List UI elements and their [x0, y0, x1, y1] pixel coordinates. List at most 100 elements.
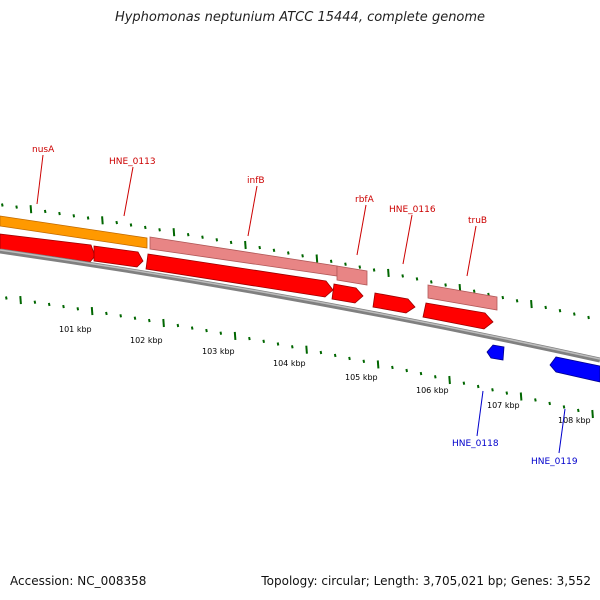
minor-tick: [291, 345, 294, 349]
inner-tick-row: [5, 296, 594, 419]
scale-label: 105 kbp: [345, 373, 378, 382]
minor-tick: [176, 323, 180, 328]
minor-tick: [144, 225, 147, 230]
minor-tick: [491, 388, 494, 392]
minor-tick: [329, 259, 333, 263]
minor-tick: [319, 350, 323, 355]
feature-blue-HNE_0118: [486, 344, 505, 361]
scale-labels: 101 kbp 102 kbp 103 kbp 104 kbp 105 kbp …: [59, 325, 591, 425]
minor-tick: [148, 318, 151, 323]
major-tick: [101, 216, 104, 225]
minor-tick: [358, 265, 362, 269]
minor-tick: [515, 299, 519, 303]
minor-tick: [472, 289, 476, 293]
scale-label: 103 kbp: [202, 347, 235, 356]
feature-red-arrow-6: [422, 302, 494, 330]
map-title: Hyphomonas neptunium ATCC 15444, complet…: [114, 10, 486, 25]
scale-label: 101 kbp: [59, 325, 92, 334]
minor-tick: [344, 262, 347, 266]
major-tick: [244, 240, 247, 250]
minor-tick: [548, 401, 551, 406]
scale-label: 106 kbp: [416, 386, 449, 395]
feature-red-arrow-2: [93, 245, 144, 268]
major-tick: [519, 392, 523, 401]
gene-label-truB: truB: [468, 216, 487, 226]
minor-tick: [544, 305, 547, 310]
minor-tick: [430, 280, 433, 284]
minor-tick: [587, 315, 590, 320]
minor-tick: [229, 240, 233, 245]
minor-tick: [215, 238, 219, 242]
major-tick: [376, 360, 380, 369]
scale-label: 102 kbp: [130, 336, 163, 345]
outer-tick-row: [1, 203, 590, 320]
minor-tick: [272, 248, 276, 252]
major-tick: [530, 300, 533, 309]
minor-tick: [476, 384, 480, 389]
minor-tick: [248, 336, 251, 341]
leader-line-HNE_0119: [558, 408, 566, 454]
minor-tick: [262, 339, 265, 343]
feature-pink-truB: [427, 284, 498, 311]
minor-tick: [5, 296, 8, 300]
minor-tick: [119, 314, 122, 318]
minor-tick: [348, 356, 351, 361]
minor-tick: [47, 302, 51, 307]
leader-line-rbfA: [356, 204, 367, 256]
major-tick: [591, 409, 594, 419]
gene-label-nusA: nusA: [32, 145, 55, 155]
minor-tick: [62, 304, 65, 309]
minor-tick: [434, 375, 437, 379]
gene-labels: nusA HNE_0113 infB rbfA HNE_0116 truB HN…: [32, 145, 578, 467]
topology-summary-text: Topology: circular; Length: 3,705,021 bp…: [261, 574, 591, 588]
minor-tick: [505, 391, 509, 395]
accession-text: Accession: NC_008358: [10, 574, 147, 588]
gene-label-HNE_0119: HNE_0119: [531, 457, 578, 467]
major-tick: [448, 375, 451, 385]
leader-line-HNE_0113: [123, 166, 134, 217]
feature-red-arrow-4: [331, 283, 364, 304]
minor-tick: [205, 328, 208, 333]
minor-tick: [72, 214, 76, 218]
minor-tick: [201, 235, 204, 239]
feature-blue-HNE_0119: [549, 356, 600, 383]
minor-tick: [129, 223, 133, 227]
minor-tick: [43, 209, 47, 214]
gene-label-rbfA: rbfA: [355, 195, 375, 205]
minor-tick: [105, 311, 108, 316]
minor-tick: [158, 228, 161, 232]
minor-tick: [419, 371, 423, 376]
major-tick: [315, 254, 319, 263]
minor-tick: [86, 216, 90, 220]
feature-red-arrow-3: [145, 253, 334, 298]
minor-tick: [15, 205, 18, 209]
major-tick: [172, 228, 176, 237]
minor-tick: [577, 408, 580, 413]
minor-tick: [462, 381, 466, 385]
major-tick: [90, 307, 94, 316]
feature-orange-nusA: [0, 215, 148, 249]
gene-label-HNE_0113: HNE_0113: [109, 157, 156, 167]
scale-label: 107 kbp: [487, 401, 520, 410]
gene-label-HNE_0118: HNE_0118: [452, 439, 499, 449]
minor-tick: [391, 365, 394, 370]
minor-tick: [76, 307, 80, 311]
leader-line-truB: [466, 225, 477, 277]
leader-line-infB: [247, 185, 258, 237]
minor-tick: [415, 277, 419, 281]
genome-backbone: [0, 248, 600, 363]
minor-tick: [372, 268, 376, 272]
minor-tick: [573, 312, 576, 316]
minor-tick: [558, 309, 562, 313]
gene-label-infB: infB: [247, 176, 265, 186]
minor-tick: [534, 398, 537, 402]
minor-tick: [301, 254, 304, 258]
minor-tick: [501, 295, 505, 300]
minor-tick: [562, 405, 566, 409]
minor-tick: [276, 342, 280, 346]
feature-red-arrow-5: [372, 292, 416, 314]
major-tick: [305, 345, 308, 354]
minor-tick: [58, 211, 61, 216]
scale-label: 104 kbp: [273, 359, 306, 368]
minor-tick: [401, 274, 404, 278]
